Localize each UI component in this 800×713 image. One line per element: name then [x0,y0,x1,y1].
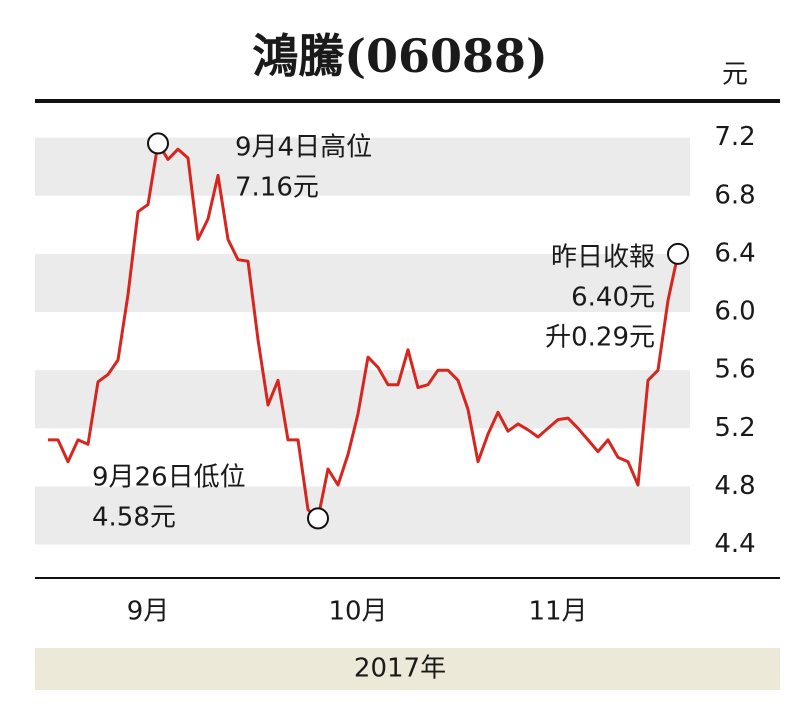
x-tick-label: 11月 [528,597,587,627]
annotation: 升0.29元 [545,323,655,353]
y-tick-label: 5.2 [714,413,755,443]
x-tick-label: 10月 [328,597,387,627]
band [35,370,690,429]
annotation: 6.40元 [571,283,655,313]
y-tick-label: 6.4 [714,238,755,268]
plot-background [35,137,690,545]
band [35,253,690,313]
highlight-point [147,132,169,155]
y-tick-label: 5.6 [714,355,755,385]
x-tick-label: 9月 [127,597,170,627]
x-axis-label: 2017年 [354,654,446,684]
y-unit: 元 [722,60,748,90]
y-tick-label: 6.8 [714,180,755,210]
y-tick-label: 7.2 [714,122,755,152]
annotation: 4.58元 [92,503,176,533]
highlight-point [667,242,689,265]
y-tick-label: 4.4 [714,529,755,559]
band [35,486,690,545]
price-line [48,141,680,520]
y-tick-label: 4.8 [714,471,755,501]
annotation: 9月4日高位 [235,133,372,163]
annotation: 7.16元 [235,173,319,203]
annotation: 9月26日低位 [92,463,246,493]
y-tick-label: 6.0 [714,297,755,327]
band [35,137,690,196]
footer-bar [35,648,780,690]
chart-title: 鴻騰(06088) [252,29,548,83]
highlight-point [307,507,329,530]
annotation: 昨日收報 [551,243,655,273]
